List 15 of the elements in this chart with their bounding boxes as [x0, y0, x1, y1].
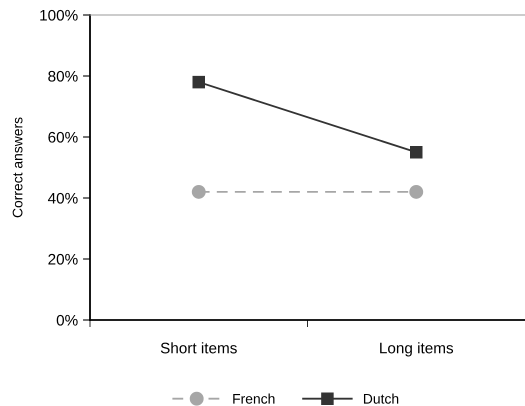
point — [410, 146, 422, 158]
y-tick-label: 100% — [40, 10, 78, 21]
legend-label: French — [233, 394, 274, 404]
y-tick-label: 80% — [48, 70, 78, 82]
x-tick-label: Short items — [160, 342, 237, 354]
y-tick-label: 20% — [48, 254, 78, 265]
legend-label: Dutch — [364, 394, 398, 404]
y-tick-label: 40% — [48, 192, 78, 204]
point — [409, 184, 424, 199]
y-axis-title: Correct answers — [12, 117, 22, 218]
point — [192, 184, 206, 199]
point — [192, 76, 205, 88]
y-tick-label: 60% — [48, 132, 78, 143]
x-tick-label: Long items — [380, 342, 454, 356]
y-tick-label: 0% — [56, 314, 78, 326]
